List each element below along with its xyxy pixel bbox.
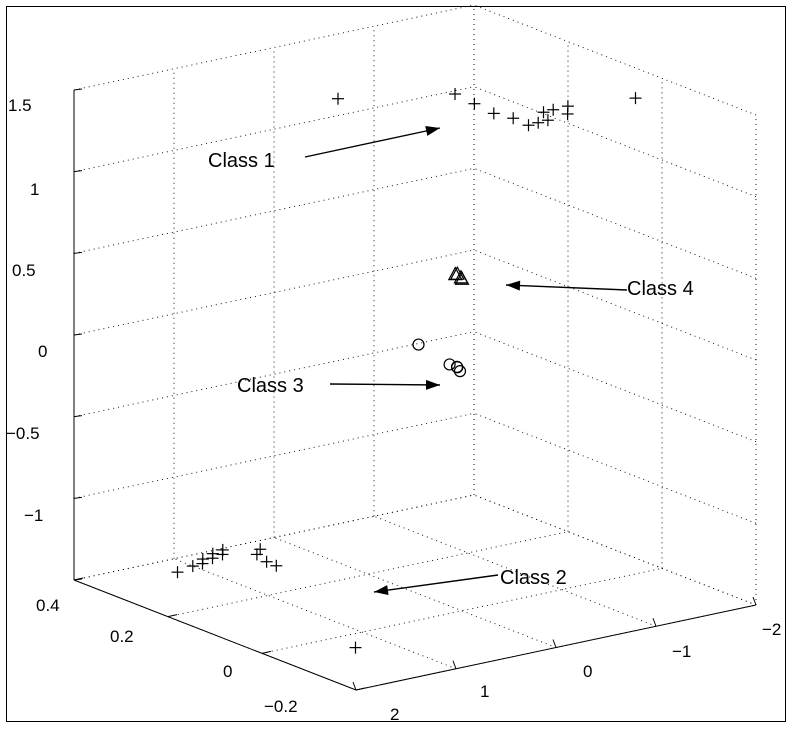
plus-marker — [186, 560, 199, 573]
circle-marker — [451, 361, 464, 374]
circle-marker — [453, 365, 467, 378]
z-tick-mark — [73, 251, 83, 254]
grid-line — [473, 86, 757, 198]
arrowhead — [425, 126, 440, 136]
plus-marker — [216, 543, 229, 556]
tick-labels: 1.5 1 0.5 0 −0.5 −1 0.4 0.2 0 −0.2 2 1 0… — [6, 96, 781, 724]
grid-line — [73, 4, 475, 91]
y-tick-mark — [73, 577, 84, 581]
plus-marker — [206, 547, 219, 560]
arrowhead — [425, 379, 440, 390]
grid-line — [261, 567, 663, 654]
grid-line — [73, 86, 475, 173]
annotation-arrow — [329, 383, 441, 386]
grid-line — [173, 558, 457, 670]
annotations: Class 1 Class 4 Class 3 Class 2 — [208, 126, 694, 596]
x-tick-mark — [652, 618, 657, 627]
grid-line — [273, 537, 557, 648]
y-tick-label: 0.4 — [36, 596, 60, 615]
plus-marker — [547, 103, 560, 116]
figure-frame — [6, 6, 786, 722]
z-tick-mark — [73, 496, 83, 499]
plus-marker — [270, 559, 283, 572]
x-tick-mark — [752, 596, 757, 606]
x-tick-mark — [452, 660, 457, 669]
plus-marker — [532, 116, 545, 129]
annotation-arrow — [373, 574, 499, 593]
x-tick-label: −1 — [672, 642, 691, 661]
z-tick-label: −0.5 — [6, 424, 40, 443]
plus-marker — [629, 92, 642, 105]
z-tick-label: 0.5 — [12, 261, 36, 280]
x-tick-mark — [352, 681, 357, 691]
grid-line — [473, 167, 757, 279]
plus-marker — [260, 555, 273, 568]
y-tick-mark — [261, 650, 272, 654]
grid-line — [373, 515, 657, 627]
plus-marker — [537, 106, 550, 119]
plus-marker — [487, 107, 500, 120]
data-markers — [171, 88, 642, 654]
grid-line — [73, 412, 475, 499]
z-tick-mark — [73, 333, 83, 336]
grid-line — [73, 494, 475, 581]
grid-line — [73, 331, 475, 418]
grid-line — [167, 531, 569, 618]
x-tick-label: 2 — [390, 705, 399, 724]
y-tick-label: −0.2 — [264, 697, 298, 716]
annotation-class-1: Class 1 — [208, 150, 275, 172]
x-tick-mark — [552, 639, 557, 648]
annotation-arrow — [304, 127, 441, 158]
arrowhead — [374, 585, 389, 596]
grid-line — [73, 249, 475, 336]
z-tick-label: 1 — [30, 180, 39, 199]
y-tick-mark — [355, 687, 366, 691]
grid-line — [473, 494, 757, 606]
triangle-marker — [453, 269, 469, 284]
y-axis-line — [73, 579, 357, 691]
arrowhead — [506, 280, 521, 291]
plus-marker — [196, 553, 209, 566]
grid-line — [73, 167, 475, 254]
z-tick-label: 0 — [38, 342, 47, 361]
circle-marker — [412, 338, 425, 351]
plus-marker — [449, 88, 461, 100]
plus-marker — [250, 548, 263, 561]
annotation-arrow — [505, 284, 628, 291]
annotation-class-3: Class 3 — [237, 375, 304, 397]
annotation-class-4: Class 4 — [627, 278, 694, 300]
circle-marker — [443, 358, 456, 371]
z-tick-mark — [73, 88, 83, 91]
triangle-marker — [447, 266, 463, 281]
x-tick-label: 0 — [583, 662, 592, 681]
x-tick-label: 1 — [480, 682, 489, 701]
grid-line — [473, 331, 757, 443]
plus-marker — [254, 543, 267, 556]
plus-marker — [171, 566, 184, 579]
grid — [73, 4, 757, 691]
z-tick-label: −1 — [24, 506, 43, 525]
y-tick-mark — [167, 614, 178, 618]
z-tick-mark — [73, 170, 83, 173]
grid-line — [473, 4, 757, 116]
z-tick-label: 1.5 — [8, 96, 32, 115]
y-tick-label: 0.2 — [110, 627, 134, 646]
annotation-class-2: Class 2 — [500, 567, 567, 589]
z-tick-mark — [73, 415, 83, 418]
plus-marker — [349, 641, 362, 654]
axes — [73, 88, 757, 691]
triangle-marker — [454, 271, 470, 285]
plus-marker — [561, 100, 574, 113]
plus-marker — [507, 112, 520, 125]
plus-marker — [332, 92, 344, 105]
plus-marker — [468, 97, 481, 110]
plus-marker — [541, 114, 554, 127]
grid-line — [473, 412, 757, 524]
x-tick-label: −2 — [762, 620, 781, 639]
grid-line — [473, 249, 757, 361]
y-tick-label: 0 — [223, 662, 232, 681]
plus-marker — [522, 119, 535, 132]
